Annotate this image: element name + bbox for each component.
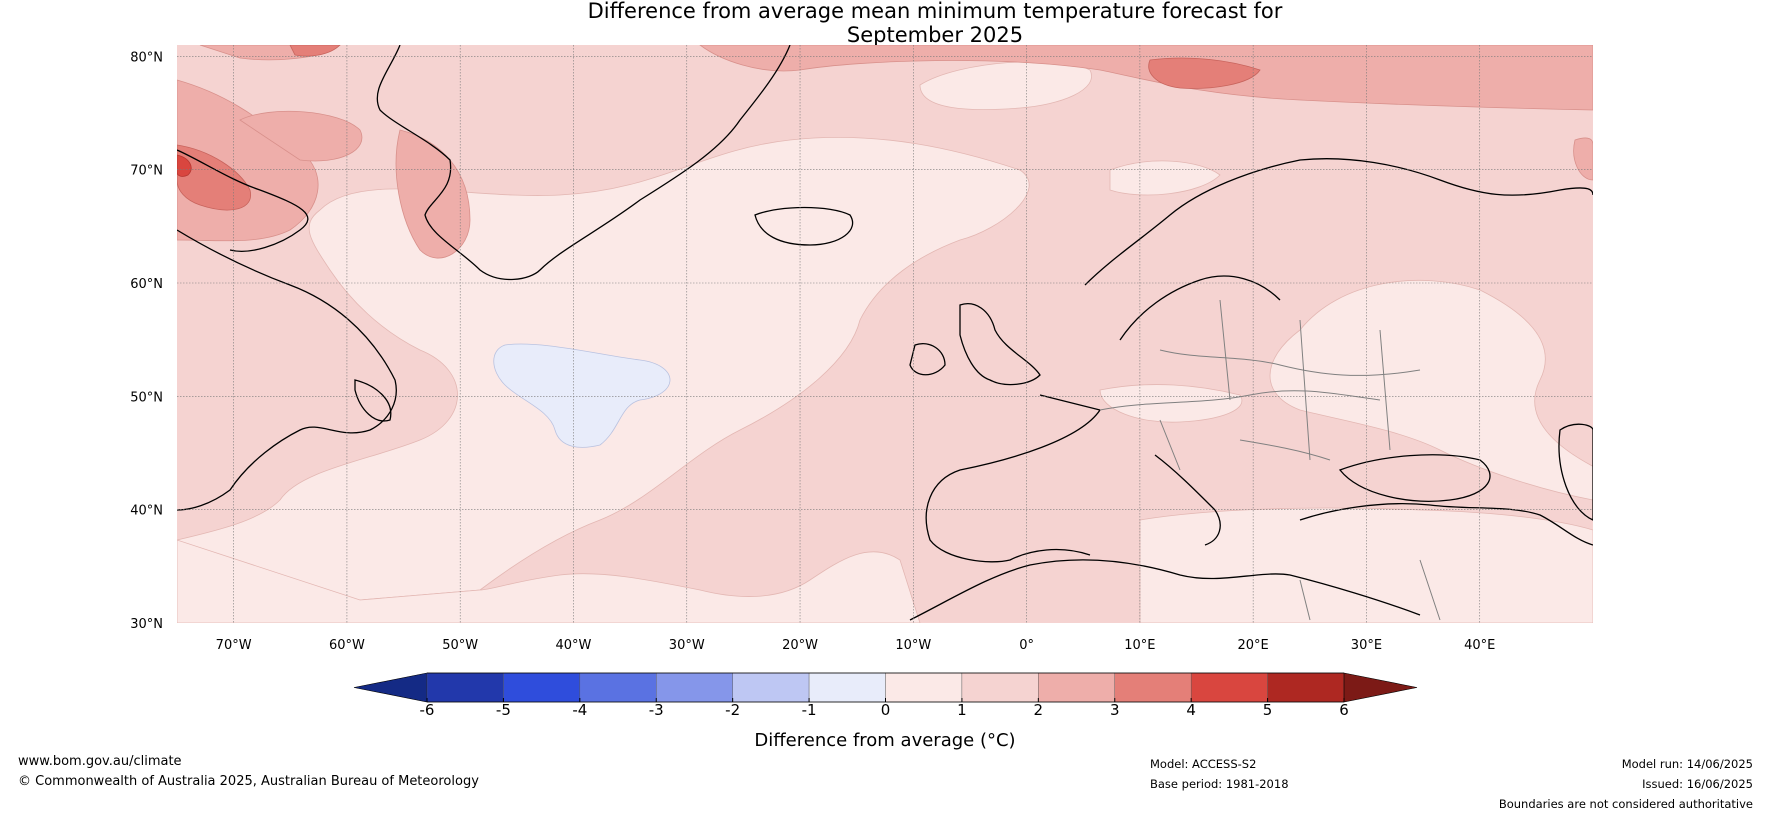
title-line-1: Difference from average mean minimum tem… (587, 0, 1283, 23)
lat-label: 50°N (130, 390, 163, 405)
colorbar-segment (961, 672, 1039, 703)
colorbar-segment (1267, 672, 1345, 703)
lat-label: 60°N (130, 277, 163, 292)
colorbar-tick-label: -5 (496, 701, 511, 719)
colorbar-tick-label: 5 (1263, 701, 1273, 719)
lon-axis-labels: 70°W 60°W 50°W 40°W 30°W 20°W 10°W 0° 10°E 20°E 30… (216, 638, 1496, 653)
website-text: www.bom.gov.au/climate (18, 754, 182, 769)
colorbar-tick-label: -4 (572, 701, 587, 719)
base-period-text: Base period: 1981-2018 (1150, 777, 1289, 791)
lon-label: 40°W (556, 638, 592, 653)
anomaly-region-4-5 (177, 154, 192, 177)
lat-label: 80°N (130, 50, 163, 65)
colorbar-tick-label: -6 (420, 701, 435, 719)
model-run-text: Model run: 14/06/2025 (1621, 757, 1753, 771)
colorbar-extend-high (1343, 672, 1418, 703)
colorbar-title: Difference from average (°C) (754, 730, 1015, 751)
colorbar-tick-label: -2 (725, 701, 740, 719)
lat-label: 30°N (130, 617, 163, 632)
colorbar: -6 -5 -4 -3 -2 -1 0 1 2 3 4 5 6 (353, 672, 1418, 719)
anomaly-region-0-1 (919, 61, 1092, 111)
colorbar-tick-label: 0 (881, 701, 891, 719)
copyright-text: © Commonwealth of Australia 2025, Austra… (18, 774, 479, 789)
model-text: Model: ACCESS-S2 (1150, 757, 1257, 771)
colorbar-segment (579, 672, 657, 703)
lat-axis-labels: 80°N 70°N 60°N 50°N 40°N 30°N (130, 50, 163, 632)
graticule (177, 45, 1593, 623)
colorbar-segment (1038, 672, 1115, 703)
coastlines (177, 45, 1593, 621)
colorbar-tick-label: -3 (649, 701, 664, 719)
anomaly-region-neg1-0 (493, 343, 671, 448)
lon-label: 70°W (216, 638, 252, 653)
colorbar-tick-label: 6 (1339, 701, 1349, 719)
lon-label: 50°W (442, 638, 478, 653)
colorbar-segment (885, 672, 963, 703)
anomaly-region-0-1 (1269, 279, 1593, 501)
anomaly-region-3-4 (1148, 57, 1261, 89)
lon-label: 20°E (1238, 638, 1269, 653)
lat-label: 40°N (130, 504, 163, 519)
colorbar-tick-label: 4 (1186, 701, 1196, 719)
lon-label: 20°W (782, 638, 818, 653)
issued-text: Issued: 16/06/2025 (1642, 777, 1753, 791)
lon-label: 10°E (1124, 638, 1155, 653)
colorbar-segment (503, 672, 581, 703)
colorbar-segment (732, 672, 810, 703)
colorbar-segment (808, 672, 886, 703)
map-title: Difference from average mean minimum tem… (235, 0, 1635, 47)
colorbar-tick-label: -1 (802, 701, 817, 719)
anomaly-region-2-3 (239, 110, 363, 162)
lon-label: 0° (1019, 638, 1034, 653)
colorbar-segment (426, 672, 504, 703)
lon-label: 30°W (669, 638, 705, 653)
anomaly-field (177, 45, 1593, 623)
anomaly-region-3-4 (177, 144, 251, 211)
country-borders (1099, 299, 1441, 621)
colorbar-tick-label: 2 (1034, 701, 1044, 719)
title-line-2: September 2025 (846, 23, 1024, 47)
anomaly-region-0-1 (177, 539, 921, 623)
lon-label: 30°E (1351, 638, 1382, 653)
lon-label: 10°W (895, 638, 931, 653)
anomaly-region-3-4 (289, 45, 341, 57)
lon-label: 40°E (1464, 638, 1495, 653)
colorbar-tick-label: 3 (1110, 701, 1120, 719)
colorbar-tick-label: 1 (957, 701, 967, 719)
disclaimer-text: Boundaries are not considered authoritat… (1498, 797, 1753, 811)
anomaly-region-0-1 (1099, 384, 1243, 423)
lat-label: 70°N (130, 164, 163, 179)
lon-label: 60°W (329, 638, 365, 653)
colorbar-segment (1114, 672, 1192, 703)
colorbar-segment (656, 672, 733, 703)
colorbar-extend-low (353, 672, 428, 703)
colorbar-segment (1190, 672, 1268, 703)
